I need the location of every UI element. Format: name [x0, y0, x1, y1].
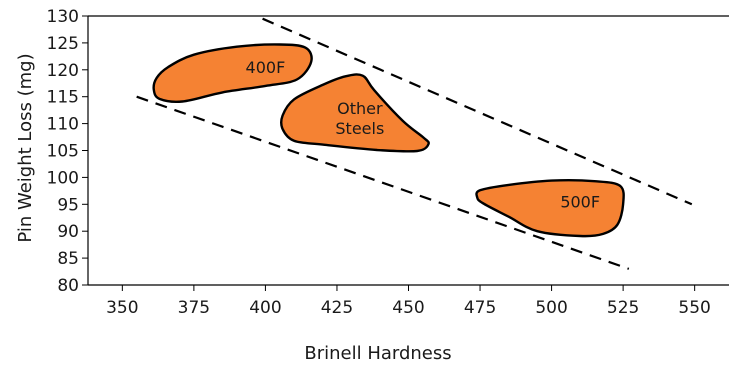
region-500f	[475, 179, 625, 238]
x-tick-label: 525	[607, 298, 639, 318]
y-tick-label: 85	[57, 249, 79, 269]
y-tick-label: 105	[47, 142, 79, 162]
axes-layer: 80 85 90 95 100 105 110 115 120 125 130 350 375 400 42…	[47, 7, 729, 318]
y-tick-label: 120	[47, 61, 79, 81]
region-label-500f: 500F	[560, 193, 600, 212]
x-tick-label: 400	[249, 298, 281, 318]
region-label-400f: 400F	[246, 58, 286, 77]
x-tick-label: 375	[178, 298, 210, 318]
x-tick-label: 350	[106, 298, 138, 318]
y-tick-label: 95	[57, 195, 79, 215]
y-tick-label: 80	[57, 276, 79, 296]
x-tick-label: 500	[535, 298, 567, 318]
region-label-other-steels: Other Steels	[335, 99, 384, 138]
y-tick-label: 130	[47, 7, 79, 27]
y-tick-label: 125	[47, 34, 79, 54]
x-tick-label: 450	[392, 298, 424, 318]
y-tick-label: 115	[47, 88, 79, 108]
x-axis-title: Brinell Hardness	[304, 343, 451, 364]
x-tick-label: 550	[678, 298, 710, 318]
upper-bound-line	[262, 17, 693, 206]
y-axis-title: Pin Weight Loss (mg)	[15, 53, 36, 242]
y-tick-label: 110	[47, 115, 79, 135]
regions-layer: 400F Other Steels 500F	[152, 43, 625, 238]
y-tick-label: 90	[57, 222, 79, 242]
x-tick-label: 425	[321, 298, 353, 318]
region-other-steels	[279, 73, 430, 153]
lower-bound-line	[136, 95, 630, 270]
bounds-layer	[136, 17, 693, 270]
region-400f	[152, 43, 313, 104]
y-tick-label: 100	[47, 168, 79, 188]
x-tick-label: 475	[464, 298, 496, 318]
